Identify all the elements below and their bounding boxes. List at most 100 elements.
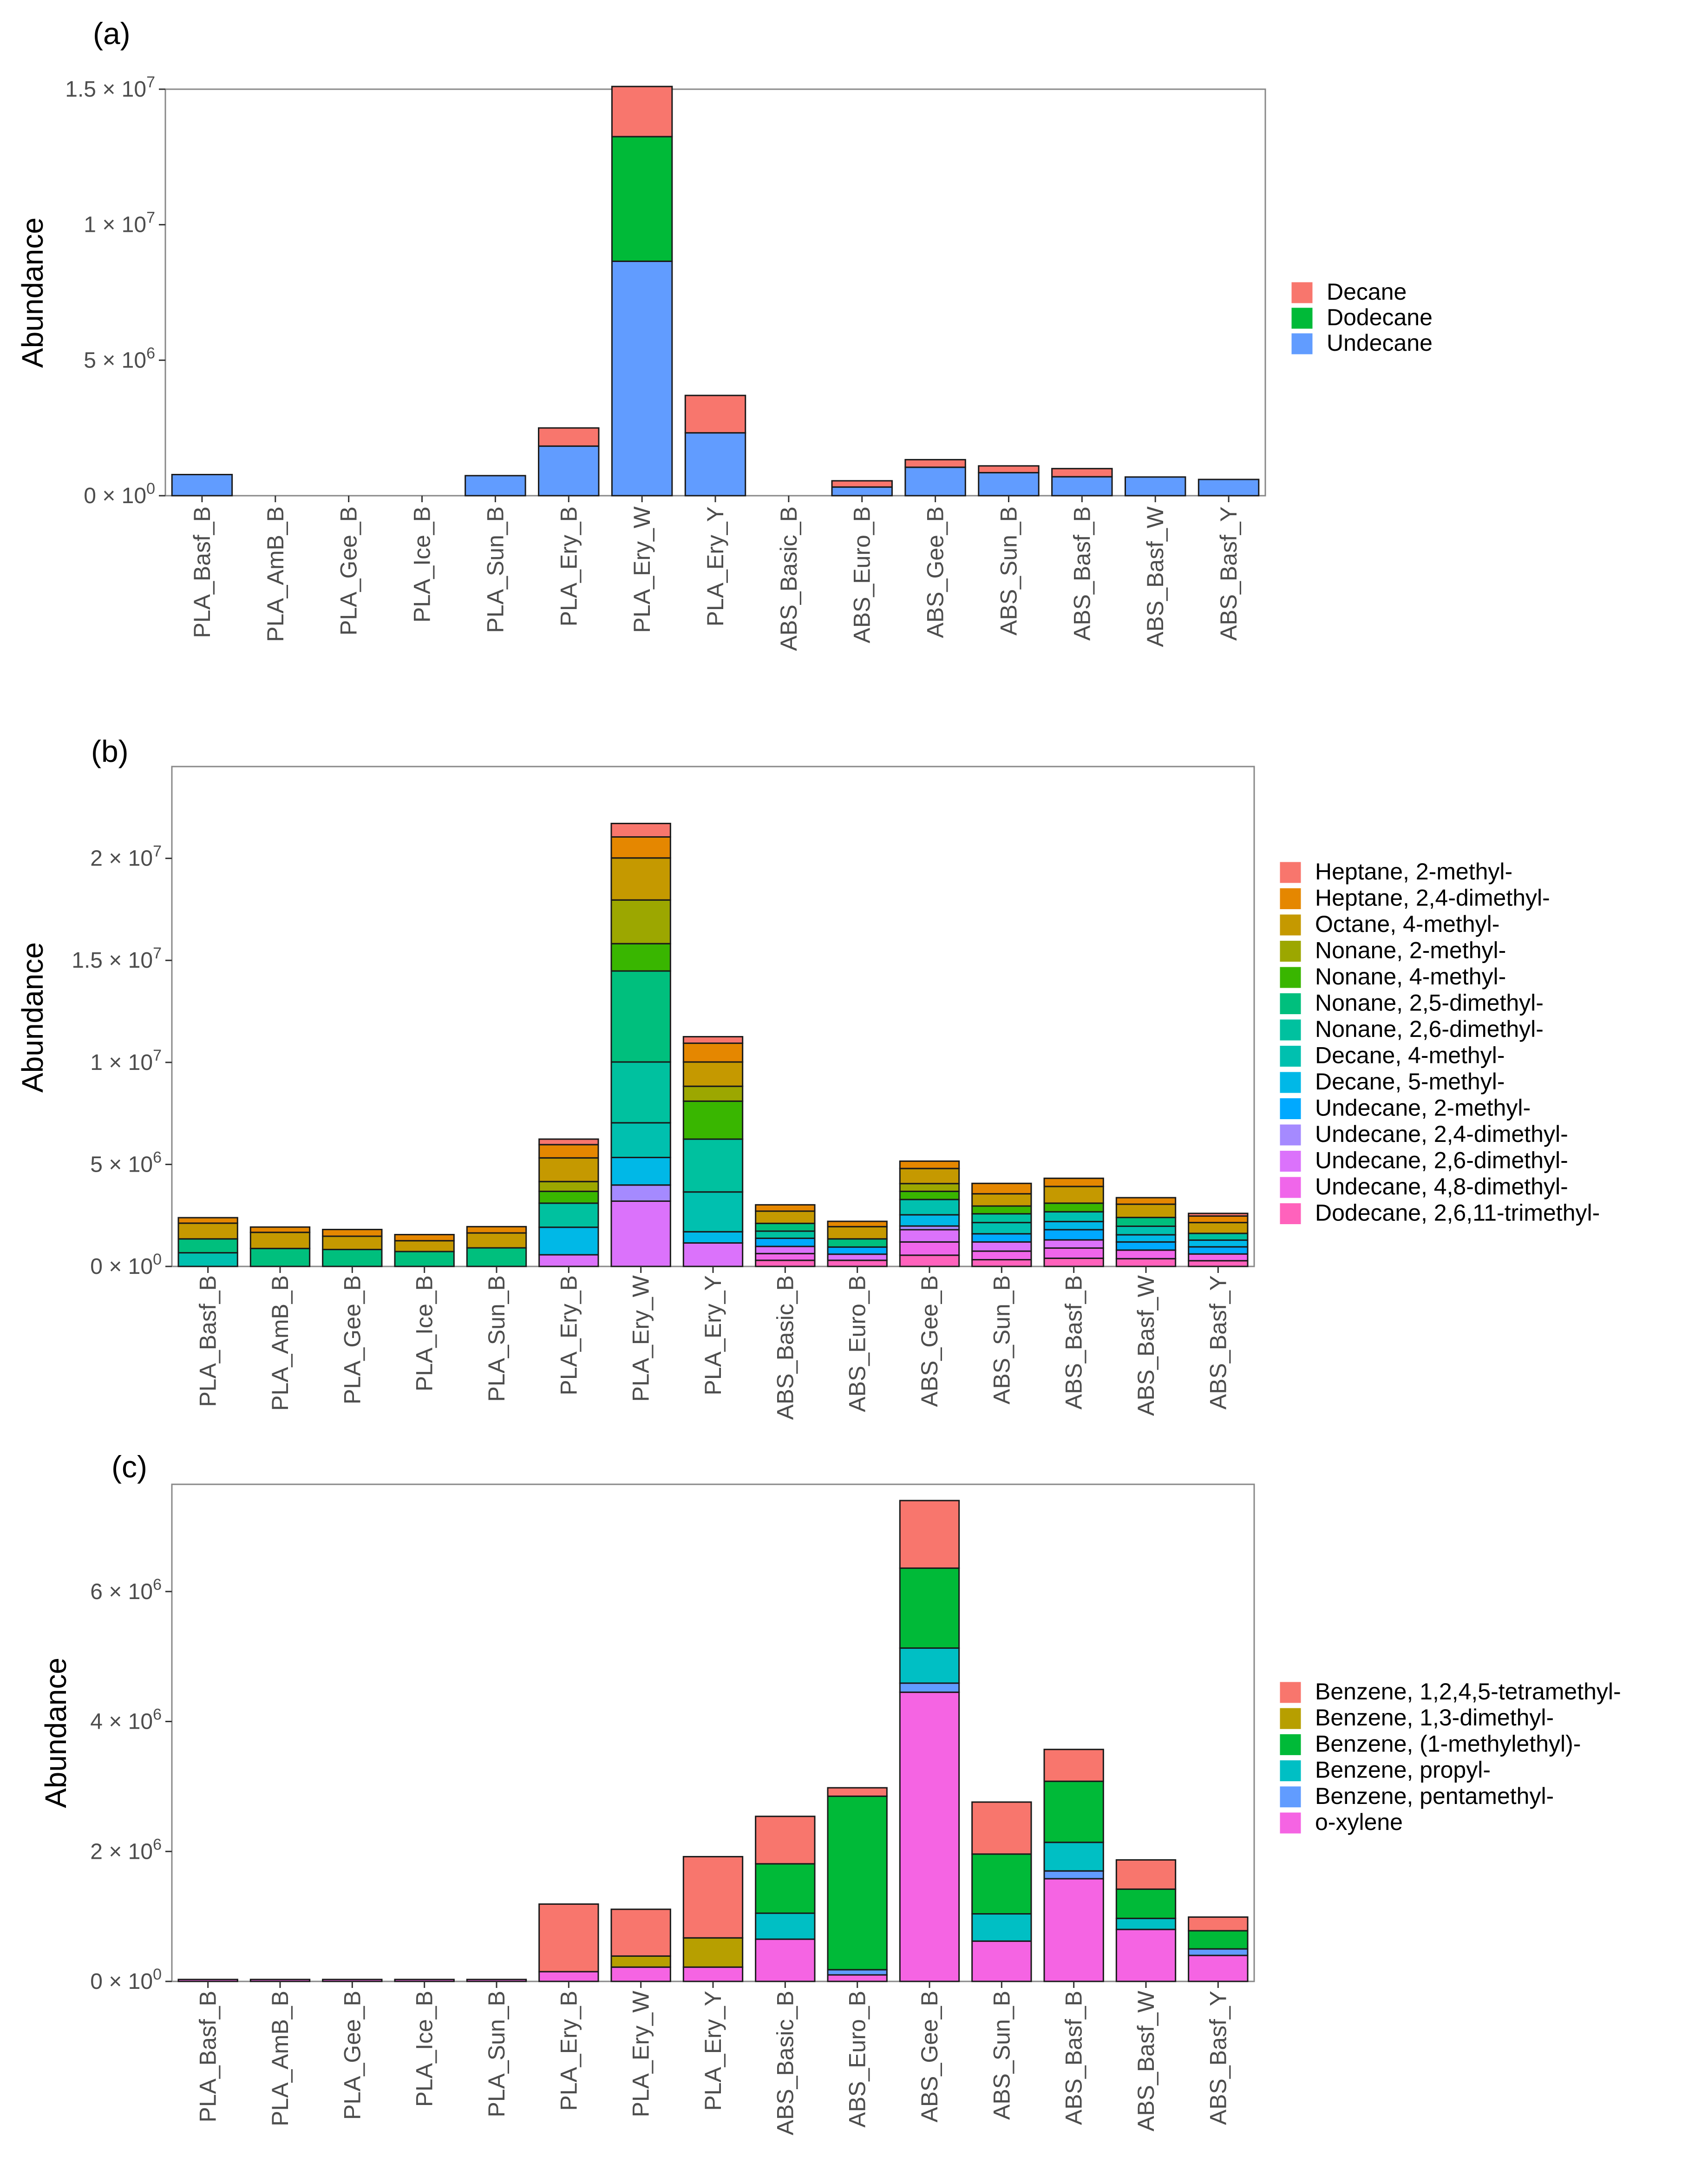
bar-segment-PLA_Ery_W-decane-4-methyl- xyxy=(610,1122,671,1158)
x-tick-label: ABS_Basic_B xyxy=(772,1275,798,1420)
y-axis-title: Abundance xyxy=(39,1658,72,1808)
bar-segment-ABS_Euro_B-undecane xyxy=(831,486,893,497)
bar-segment-ABS_Basf_B-decane-5-methyl- xyxy=(1043,1220,1104,1231)
legend-label: Benzene, propyl- xyxy=(1315,1757,1491,1783)
legend-key xyxy=(1279,914,1302,936)
x-tick-label: PLA_Gee_B xyxy=(336,506,362,636)
legend-key xyxy=(1291,333,1313,355)
legend-key xyxy=(1279,993,1302,1015)
bar-segment-PLA_Sun_B-octane-4-methyl- xyxy=(466,1232,527,1249)
bar-segment-ABS_Basf_Y-benzene-1-methylethyl- xyxy=(1188,1930,1249,1950)
bar-segment-ABS_Basf_W-decane-4-methyl- xyxy=(1115,1225,1177,1236)
bar-segment-ABS_Basf_Y-undecane xyxy=(1198,479,1260,497)
bar-segment-PLA_Ery_B-decane xyxy=(538,427,600,447)
bar-segment-ABS_Basf_W-undecane xyxy=(1124,476,1186,497)
bar-segment-PLA_Ery_Y-nonane-2-methyl- xyxy=(682,1085,744,1102)
legend-label: Heptane, 2,4-dimethyl- xyxy=(1315,885,1550,911)
x-tick-label: ABS_Sun_B xyxy=(988,1991,1014,2120)
bar-segment-ABS_Sun_B-o-xylene xyxy=(971,1940,1032,1982)
bar-segment-ABS_Euro_B-benzene-pentamethyl- xyxy=(827,1969,888,1976)
x-tick-label: PLA_Ery_Y xyxy=(700,1275,726,1395)
x-tick-label: ABS_Gee_B xyxy=(916,1991,942,2123)
bar-segment-ABS_Euro_B-benzene-1-methylethyl- xyxy=(827,1795,888,1971)
bar-segment-ABS_Euro_B-heptane-2-4-dimethyl- xyxy=(827,1220,888,1227)
chart-panel-c: (c) Abundance 0 × 100 2 × 106 4 × 106 6 × 106… xyxy=(39,1449,1621,2135)
bar-segment-ABS_Gee_B-benzene-1-methylethyl- xyxy=(899,1567,960,1649)
legend-label: Heptane, 2-methyl- xyxy=(1315,859,1512,885)
y-tick-label: 0 × 100 xyxy=(90,1251,162,1279)
bar-segment-ABS_Gee_B-decane-4-methyl- xyxy=(899,1199,960,1216)
bar-segment-ABS_Basic_B-undecane-2-6-dimethyl- xyxy=(755,1246,816,1254)
bar-segment-ABS_Basf_W-benzene-propyl- xyxy=(1115,1917,1177,1930)
bar-segment-ABS_Sun_B-decane xyxy=(978,465,1040,473)
bar-segment-ABS_Basf_B-heptane-2-4-dimethyl- xyxy=(1043,1177,1104,1187)
bar-segment-ABS_Basf_W-heptane-2-4-dimethyl- xyxy=(1115,1197,1177,1205)
bar-segment-PLA_Ery_Y-benzene-1-3-dimethyl- xyxy=(682,1937,744,1968)
bar-segment-PLA_Ery_B-heptane-2-methyl- xyxy=(538,1138,599,1146)
y-tick-label: 1 × 107 xyxy=(84,209,155,237)
bar-segment-PLA_Basf_B-nonane-2-5-dimethyl- xyxy=(177,1238,238,1254)
bar-segment-ABS_Basic_B-nonane-2-6-dimethyl- xyxy=(755,1230,816,1239)
bar-segment-ABS_Basf_Y-heptane-2-4-dimethyl- xyxy=(1188,1215,1249,1224)
bar-segment-PLA_Ery_B-decane-5-methyl- xyxy=(538,1226,599,1256)
bar-segment-ABS_Gee_B-benzene-pentamethyl- xyxy=(899,1682,960,1693)
y-tick-label: 0 × 100 xyxy=(84,480,155,508)
bar-segment-ABS_Basf_Y-nonane-2-6-dimethyl- xyxy=(1188,1233,1249,1241)
y-tick-label: 6 × 106 xyxy=(90,1576,162,1604)
bar-segment-PLA_Ery_Y-o-xylene xyxy=(682,1966,744,1982)
x-tick-label: ABS_Basic_B xyxy=(776,506,802,651)
bar-segment-ABS_Basic_B-o-xylene xyxy=(755,1938,816,1982)
bar-segment-ABS_Sun_B-nonane-4-methyl- xyxy=(971,1205,1032,1215)
bar-segment-ABS_Basf_B-o-xylene xyxy=(1043,1878,1104,1982)
x-tick-label: PLA_AmB_B xyxy=(262,506,288,642)
bar-segment-ABS_Gee_B-decane xyxy=(904,459,966,468)
bar-segment-PLA_AmB_B-nonane-2-5-dimethyl- xyxy=(249,1247,311,1267)
y-tick-label: 5 × 106 xyxy=(84,344,155,373)
y-tick-label: 1.5 × 107 xyxy=(72,944,162,973)
bar-segment-ABS_Basf_B-octane-4-methyl- xyxy=(1043,1186,1104,1204)
legend-label: Benzene, (1-methylethyl)- xyxy=(1315,1731,1581,1757)
bar-segment-PLA_Ery_Y-octane-4-methyl- xyxy=(682,1061,744,1087)
bar-segment-ABS_Euro_B-dodecane-2-6-11-trimethyl- xyxy=(827,1259,888,1267)
legend-key xyxy=(1279,1019,1302,1041)
bar-segment-ABS_Basf_Y-decane-5-methyl- xyxy=(1188,1239,1249,1248)
bar-segment-PLA_Ery_W-benzene-1-2-4-5-tetramethyl- xyxy=(610,1908,671,1957)
legend-label: Benzene, pentamethyl- xyxy=(1315,1783,1554,1809)
legend-key xyxy=(1279,861,1302,884)
y-tick-label: 5 × 106 xyxy=(90,1148,162,1177)
legend-label: Decane xyxy=(1327,279,1407,305)
bar-segment-ABS_Basic_B-benzene-propyl- xyxy=(755,1912,816,1940)
bar-segment-PLA_Ery_W-nonane-2-methyl- xyxy=(610,899,671,944)
legend-label: Nonane, 2-methyl- xyxy=(1315,938,1506,964)
legend-key xyxy=(1279,1176,1302,1199)
legend-label: Undecane, 2-methyl- xyxy=(1315,1095,1531,1121)
legend-key xyxy=(1279,1681,1302,1704)
bar-segment-ABS_Basf_B-decane xyxy=(1051,468,1113,478)
y-axis-title: Abundance xyxy=(16,942,49,1093)
legend-label: Benzene, 1,3-dimethyl- xyxy=(1315,1705,1554,1731)
panel-label: (b) xyxy=(91,734,129,768)
legend-key xyxy=(1279,1098,1302,1120)
bar-segment-ABS_Basic_B-nonane-2-5-dimethyl- xyxy=(755,1222,816,1232)
bar-segment-ABS_Basf_W-benzene-1-methylethyl- xyxy=(1115,1888,1177,1919)
bar-segment-ABS_Basf_B-undecane-2-methyl- xyxy=(1043,1229,1104,1241)
bar-segment-ABS_Sun_B-heptane-2-4-dimethyl- xyxy=(971,1182,1032,1195)
y-tick-label: 2 × 106 xyxy=(90,1836,162,1864)
bar-segment-ABS_Gee_B-decane-5-methyl- xyxy=(899,1214,960,1227)
x-tick-label: PLA_Sun_B xyxy=(484,1275,510,1402)
bar-segment-ABS_Gee_B-dodecane-2-6-11-trimethyl- xyxy=(899,1254,960,1267)
x-tick-label: PLA_Ery_W xyxy=(628,1990,654,2117)
bar-segment-ABS_Sun_B-undecane-4-8-dimethyl- xyxy=(971,1250,1032,1261)
legend-label: Decane, 5-methyl- xyxy=(1315,1069,1505,1095)
legend-key xyxy=(1279,966,1302,989)
y-axis-title: Abundance xyxy=(16,217,49,368)
bar-segment-PLA_Ery_W-decane-5-methyl- xyxy=(610,1156,671,1186)
bar-segment-ABS_Basf_W-octane-4-methyl- xyxy=(1115,1203,1177,1219)
x-tick-label: PLA_Ice_B xyxy=(409,506,435,623)
bar-segment-ABS_Basf_Y-undecane-4-8-dimethyl- xyxy=(1188,1253,1249,1262)
bar-segment-ABS_Gee_B-heptane-2-4-dimethyl- xyxy=(899,1160,960,1169)
bar-segment-ABS_Sun_B-benzene-propyl- xyxy=(971,1913,1032,1942)
bar-segment-ABS_Basf_B-undecane xyxy=(1051,476,1113,497)
legend-key xyxy=(1279,888,1302,910)
bar-segment-PLA_Ery_W-heptane-2-methyl- xyxy=(610,823,671,838)
